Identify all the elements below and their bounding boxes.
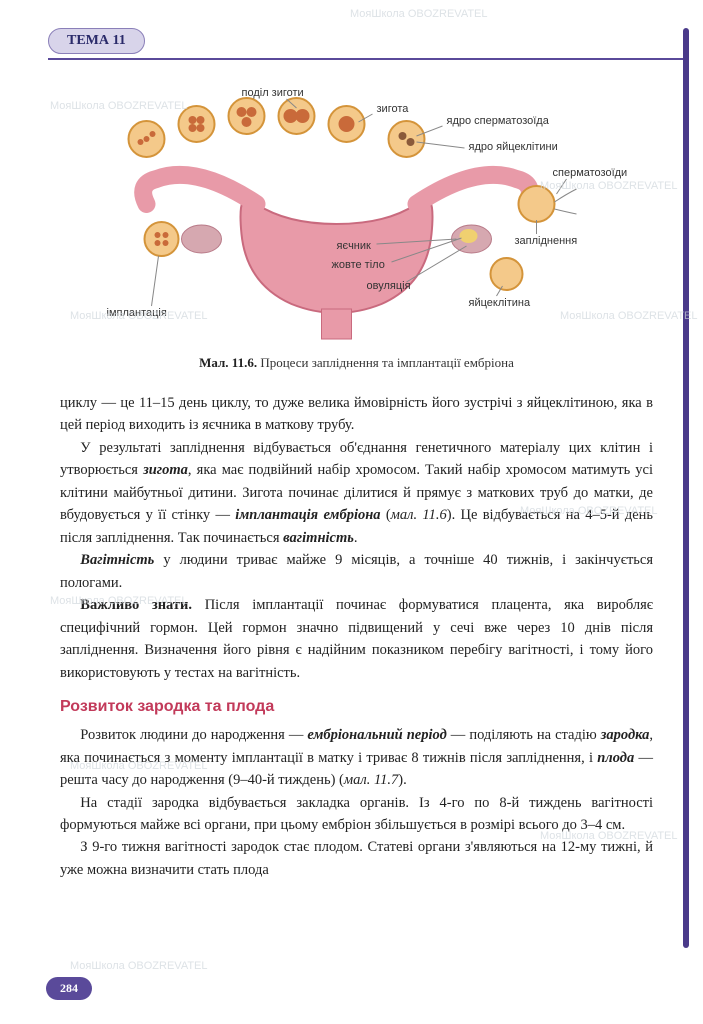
- paragraph-6: На стадії зародка відбувається закладка …: [60, 792, 653, 837]
- right-margin-bar: [683, 28, 689, 948]
- cervix-shape: [322, 309, 352, 339]
- paragraph-7: З 9-го тижня вагітності зародок стає пло…: [60, 836, 653, 881]
- fertilization-diagram: поділ зиготи зигота ядро сперматозоїда я…: [60, 84, 653, 344]
- left-ovary: [182, 225, 222, 253]
- label-sperm-nucleus: ядро сперматозоїда: [447, 115, 550, 127]
- label-zygote: зигота: [377, 103, 410, 115]
- figure-caption-prefix: Мал. 11.6.: [199, 355, 257, 370]
- right-tube: [417, 175, 530, 204]
- label-corpus-luteum: жовте тіло: [332, 259, 385, 271]
- label-ovulation: овуляція: [367, 280, 411, 292]
- label-fertilization: запліднення: [515, 235, 578, 247]
- topic-tab: ТЕМА 11: [48, 28, 145, 54]
- label-egg-cell: яйцеклітина: [469, 297, 531, 309]
- section-heading: Розвиток зародка та плода: [60, 698, 653, 716]
- page-number: 284: [46, 977, 92, 1000]
- label-sperm: сперматозоїди: [553, 167, 628, 179]
- paragraph-5: Розвиток людини до народження — ембріона…: [60, 724, 653, 791]
- textbook-page: ТЕМА 11: [0, 0, 703, 1024]
- label-implantation: імплантація: [107, 307, 167, 319]
- label-egg-nucleus: ядро яйцеклітини: [469, 141, 558, 153]
- body-text-block-2: Розвиток людини до народження — ембріона…: [60, 724, 653, 881]
- left-tube: [143, 175, 256, 204]
- corpus-luteum-shape: [460, 229, 478, 243]
- figure-11-6: поділ зиготи зигота ядро сперматозоїда я…: [60, 84, 653, 384]
- paragraph-2: У результаті запліднення відбувається об…: [60, 437, 653, 549]
- figure-caption: Мал. 11.6. Процеси запліднення та імплан…: [60, 355, 653, 371]
- paragraph-4: Важливо знати. Після імплантації починає…: [60, 594, 653, 684]
- label-zygote-division: поділ зиготи: [242, 87, 304, 99]
- body-text-block-1: циклу — це 11–15 день циклу, то дуже вел…: [60, 392, 653, 684]
- uterus-shape: [241, 198, 433, 313]
- label-ovary: яєчник: [337, 240, 372, 252]
- topic-label: ТЕМА 11: [67, 33, 126, 48]
- paragraph-3: Вагітність у людини триває майже 9 місяц…: [60, 549, 653, 594]
- figure-caption-text: Процеси запліднення та імплантації ембрі…: [260, 355, 514, 370]
- paragraph-1: циклу — це 11–15 день циклу, то дуже вел…: [60, 392, 653, 437]
- topic-divider: [48, 58, 683, 60]
